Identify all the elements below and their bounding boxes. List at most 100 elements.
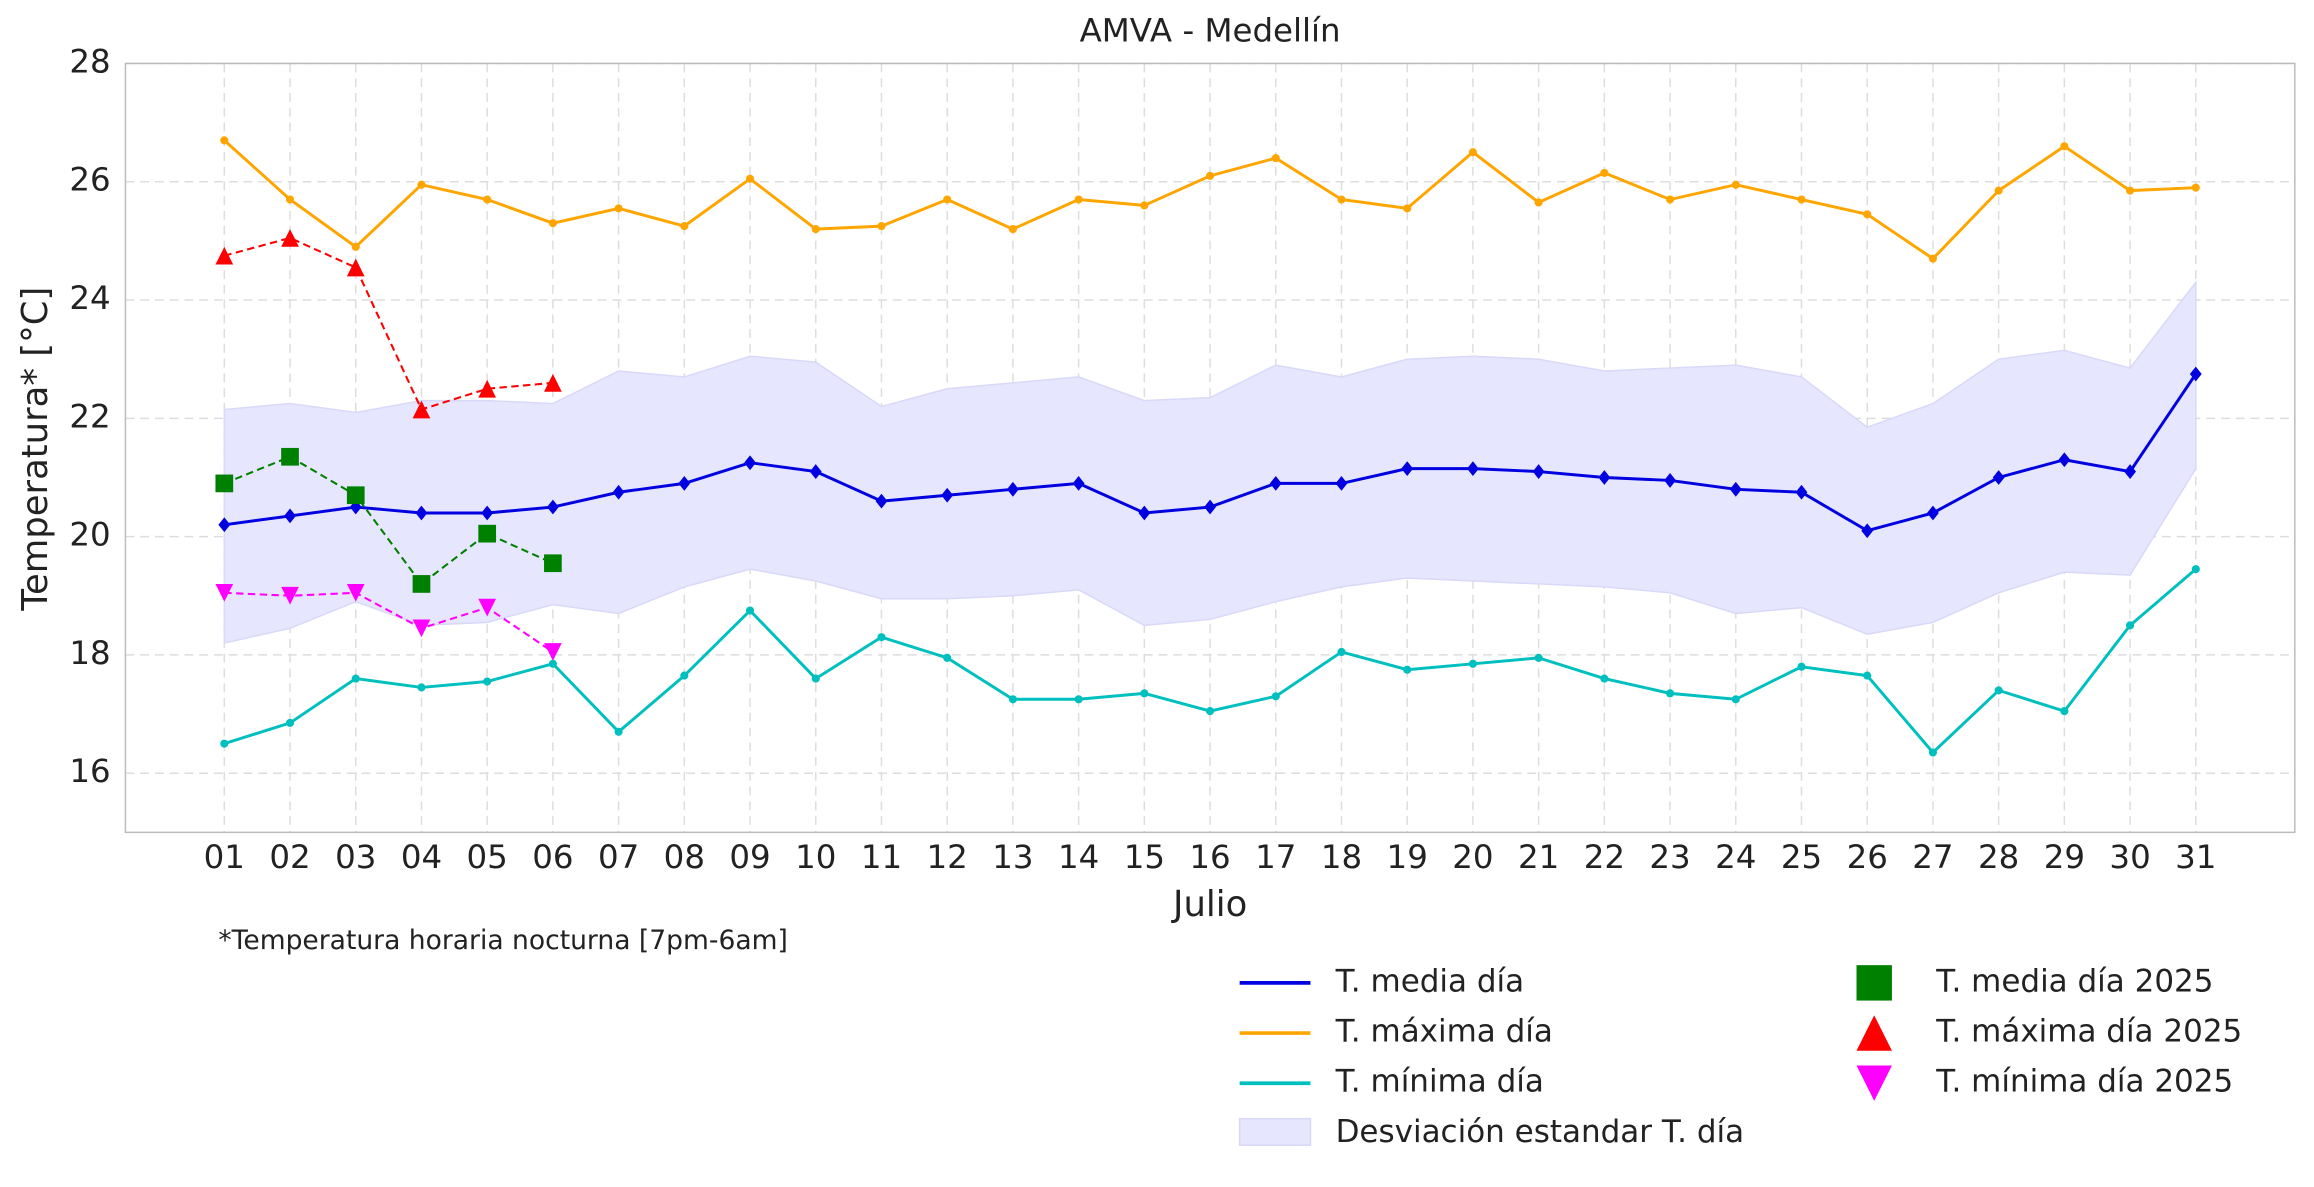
marker: [614, 204, 623, 213]
marker: [478, 598, 497, 617]
x-tick-label: 11: [861, 838, 902, 876]
marker: [546, 499, 559, 515]
marker: [2126, 186, 2135, 195]
marker: [745, 174, 755, 183]
marker: [1994, 186, 2003, 195]
marker: [745, 606, 755, 615]
marker: [1600, 674, 1609, 683]
marker: [1664, 473, 1676, 488]
marker: [1856, 1015, 1892, 1051]
marker: [1598, 470, 1611, 485]
x-tick-label: 06: [532, 838, 573, 876]
x-tick-label: 02: [269, 838, 310, 876]
footnote: *Temperatura horaria nocturna [7pm-6am]: [218, 925, 787, 956]
marker: [1731, 695, 1740, 704]
marker: [1074, 195, 1083, 204]
marker: [351, 674, 360, 683]
marker: [1271, 154, 1280, 163]
x-tick-label: 26: [1847, 838, 1888, 876]
marker: [412, 619, 431, 638]
marker: [1074, 695, 1083, 704]
y-tick-label: 18: [69, 634, 110, 672]
marker: [478, 524, 497, 543]
series-line: [223, 455, 554, 586]
marker: [215, 474, 234, 493]
marker: [417, 683, 426, 692]
marker: [281, 447, 299, 466]
marker: [1271, 692, 1280, 701]
x-tick-label: 20: [1452, 838, 1493, 876]
marker: [614, 727, 623, 736]
marker: [680, 671, 689, 680]
x-tick-label: 03: [335, 838, 376, 876]
legend-label: T. máxima día: [1335, 1014, 1553, 1050]
marker: [1337, 647, 1346, 657]
marker: [811, 225, 820, 234]
marker: [1863, 210, 1872, 219]
x-tick-label: 01: [204, 838, 245, 876]
marker: [2058, 452, 2071, 468]
marker: [218, 517, 231, 533]
chart-title: AMVA - Medellín: [1080, 11, 1341, 49]
marker: [1072, 476, 1085, 491]
legend-swatch: [1238, 1117, 1312, 1146]
x-tick-label: 24: [1715, 838, 1756, 876]
marker: [2060, 707, 2069, 716]
marker: [809, 464, 822, 479]
marker: [1468, 148, 1477, 157]
marker: [285, 195, 295, 204]
marker: [1928, 748, 1937, 757]
marker: [941, 487, 954, 503]
marker: [1797, 662, 1806, 671]
marker: [1403, 204, 1412, 213]
marker: [811, 674, 820, 683]
y-tick-label: 28: [69, 42, 110, 80]
marker: [943, 653, 952, 662]
marker: [544, 373, 562, 392]
x-tick-label: 27: [1912, 838, 1953, 876]
marker: [412, 400, 431, 419]
marker: [412, 575, 431, 593]
marker: [678, 476, 691, 491]
marker: [1992, 470, 2005, 485]
std-band: [223, 280, 2197, 645]
marker: [351, 242, 360, 251]
marker: [1856, 965, 1892, 1001]
legend-label: T. media día 2025: [1935, 963, 2213, 999]
marker: [1205, 707, 1215, 716]
marker: [285, 718, 295, 727]
marker: [1403, 665, 1412, 674]
legend-label: T. mínima día: [1335, 1064, 1544, 1100]
x-tick-label: 18: [1321, 838, 1362, 876]
marker: [1797, 195, 1806, 204]
marker: [1928, 254, 1937, 263]
marker: [1140, 689, 1149, 698]
marker: [943, 195, 952, 204]
x-tick-label: 14: [1058, 838, 1099, 876]
marker: [875, 493, 888, 509]
marker: [1534, 653, 1543, 662]
marker: [744, 455, 756, 471]
marker: [2126, 621, 2135, 630]
y-axis-label: Temperatura* [°C]: [15, 287, 56, 612]
marker: [544, 554, 562, 573]
marker: [1729, 481, 1742, 497]
x-tick-label: 25: [1781, 838, 1822, 876]
marker: [1335, 476, 1348, 491]
x-tick-label: 23: [1649, 838, 1690, 876]
marker: [220, 136, 229, 145]
y-tick-label: 22: [69, 397, 110, 435]
marker: [1468, 659, 1477, 668]
marker: [2191, 565, 2200, 574]
marker: [2191, 183, 2200, 192]
marker: [680, 222, 689, 231]
marker: [281, 586, 299, 605]
marker: [1204, 499, 1216, 515]
y-tick-label: 20: [69, 516, 110, 554]
x-tick-label: 16: [1189, 838, 1230, 876]
marker: [346, 258, 365, 277]
x-tick-label: 09: [729, 838, 770, 876]
x-tick-label: 10: [795, 838, 836, 876]
marker: [1140, 201, 1149, 210]
x-tick-label: 21: [1518, 838, 1559, 876]
